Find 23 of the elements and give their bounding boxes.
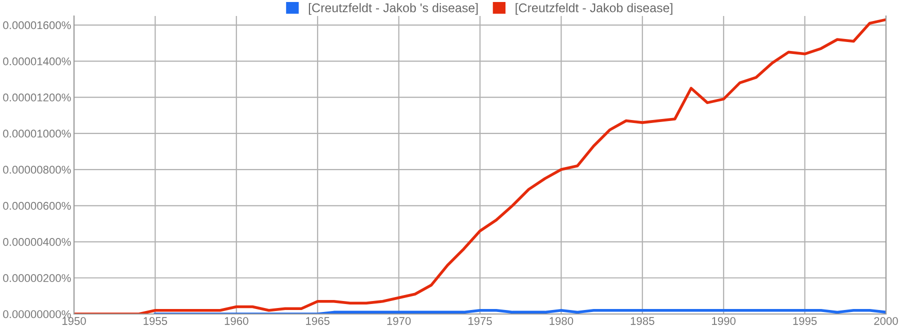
x-tick-label: 1990 xyxy=(712,317,736,325)
y-tick-label: 0.00000400% xyxy=(3,238,71,246)
y-tick-label: 0.00001000% xyxy=(3,130,71,138)
x-tick-label: 1955 xyxy=(144,317,168,325)
x-tick-label: 1960 xyxy=(224,317,248,325)
x-tick-label: 1995 xyxy=(793,317,817,325)
x-tick-label: 1975 xyxy=(468,317,492,325)
y-tick-label: 0.00000000% xyxy=(3,310,71,318)
x-tick-label: 1985 xyxy=(630,317,654,325)
x-tick-label: 1970 xyxy=(387,317,411,325)
x-tick-label: 1965 xyxy=(306,317,330,325)
y-tick-label: 0.00001600% xyxy=(3,21,71,30)
legend-label: [Creutzfeldt - Jakob disease] xyxy=(516,3,672,15)
y-tick-label: 0.00000600% xyxy=(3,202,71,210)
legend-label: [Creutzfeldt - Jakob 's disease] xyxy=(308,3,478,15)
y-tick-label: 0.00000800% xyxy=(3,166,71,174)
line-series xyxy=(74,18,886,314)
x-tick-label: 2000 xyxy=(874,317,898,325)
y-tick-label: 0.00000200% xyxy=(3,274,71,282)
x-tick-label: 1950 xyxy=(62,317,86,325)
y-tick-label: 0.00001200% xyxy=(3,94,71,102)
x-tick-label: 1980 xyxy=(550,317,574,325)
y-tick-label: 0.00001400% xyxy=(3,57,71,66)
